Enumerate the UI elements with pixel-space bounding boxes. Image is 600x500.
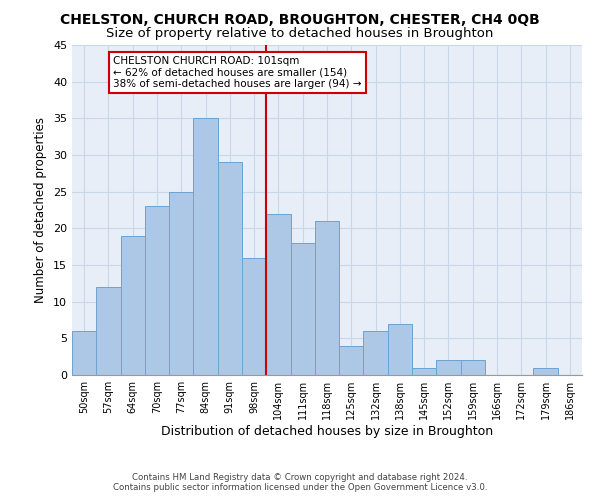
Bar [96,287,121,375]
Bar [145,206,169,375]
Bar [121,236,145,375]
Bar [315,221,339,375]
Bar [388,324,412,375]
Bar [461,360,485,375]
Bar [169,192,193,375]
Text: CHELSTON CHURCH ROAD: 101sqm
← 62% of detached houses are smaller (154)
38% of s: CHELSTON CHURCH ROAD: 101sqm ← 62% of de… [113,56,362,89]
Y-axis label: Number of detached properties: Number of detached properties [34,117,47,303]
Text: Size of property relative to detached houses in Broughton: Size of property relative to detached ho… [106,28,494,40]
Text: CHELSTON, CHURCH ROAD, BROUGHTON, CHESTER, CH4 0QB: CHELSTON, CHURCH ROAD, BROUGHTON, CHESTE… [60,12,540,26]
Bar [72,331,96,375]
Bar [242,258,266,375]
Bar [290,243,315,375]
X-axis label: Distribution of detached houses by size in Broughton: Distribution of detached houses by size … [161,425,493,438]
Bar [533,368,558,375]
Text: Contains HM Land Registry data © Crown copyright and database right 2024.
Contai: Contains HM Land Registry data © Crown c… [113,473,487,492]
Bar [412,368,436,375]
Bar [436,360,461,375]
Bar [218,162,242,375]
Bar [193,118,218,375]
Bar [339,346,364,375]
Bar [364,331,388,375]
Bar [266,214,290,375]
